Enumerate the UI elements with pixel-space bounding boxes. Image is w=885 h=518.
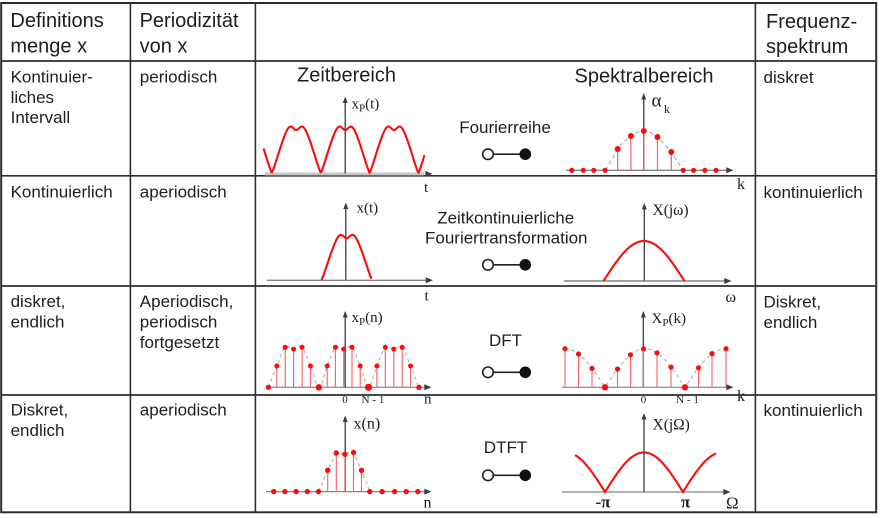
- svg-text:k: k: [664, 102, 670, 116]
- svg-text:N - 1: N - 1: [362, 394, 385, 406]
- svg-text:k: k: [737, 176, 745, 193]
- svg-text:diskret,endlich: diskret, endlich: [11, 292, 66, 331]
- svg-text:X(jΩ): X(jΩ): [653, 417, 690, 434]
- svg-text:t: t: [425, 289, 430, 305]
- svg-text:aperiodisch: aperiodisch: [140, 401, 227, 420]
- svg-text:DTFT: DTFT: [484, 438, 527, 457]
- svg-text:kontinuierlich: kontinuierlich: [764, 183, 863, 202]
- svg-text:n: n: [424, 495, 432, 512]
- svg-text:DFT: DFT: [489, 331, 522, 350]
- svg-text:x(t): x(t): [357, 201, 379, 217]
- svg-text:xP(t): xP(t): [352, 97, 380, 115]
- svg-text:kontinuierlich: kontinuierlich: [764, 401, 863, 420]
- svg-text:-π: -π: [596, 493, 612, 512]
- svg-text:XP(k): XP(k): [652, 311, 686, 329]
- svg-text:Fourierreihe: Fourierreihe: [459, 118, 551, 137]
- svg-text:k: k: [737, 388, 745, 405]
- svg-text:Diskret,endlich: Diskret, endlich: [764, 293, 822, 332]
- svg-text:aperiodisch: aperiodisch: [140, 182, 227, 201]
- svg-text:Zeitbereich: Zeitbereich: [297, 65, 396, 87]
- svg-text:periodisch: periodisch: [140, 67, 218, 86]
- svg-text:Diskret,endlich: Diskret, endlich: [11, 401, 69, 440]
- svg-text:α: α: [652, 91, 662, 112]
- svg-text:t: t: [424, 180, 429, 196]
- svg-text:Fouriertransformation: Fouriertransformation: [425, 229, 588, 248]
- svg-text:X(jω): X(jω): [653, 202, 689, 219]
- svg-text:Ω: Ω: [726, 494, 739, 513]
- svg-text:xP(n): xP(n): [352, 310, 383, 328]
- svg-text:0: 0: [641, 394, 647, 406]
- svg-text:Spektralbereich: Spektralbereich: [575, 66, 714, 88]
- svg-text:Frequenz-spektrum: Frequenz-spektrum: [766, 11, 857, 58]
- svg-text:0: 0: [342, 394, 348, 406]
- svg-text:ω: ω: [726, 289, 737, 306]
- svg-text:Zeitkontinuierliche: Zeitkontinuierliche: [437, 209, 574, 228]
- svg-text:N - 1: N - 1: [676, 394, 699, 406]
- svg-text:Kontinuierlich: Kontinuierlich: [11, 182, 113, 201]
- svg-text:x(n): x(n): [354, 416, 381, 433]
- svg-text:π: π: [681, 493, 691, 512]
- svg-text:diskret: diskret: [764, 68, 814, 87]
- svg-text:n: n: [424, 392, 432, 408]
